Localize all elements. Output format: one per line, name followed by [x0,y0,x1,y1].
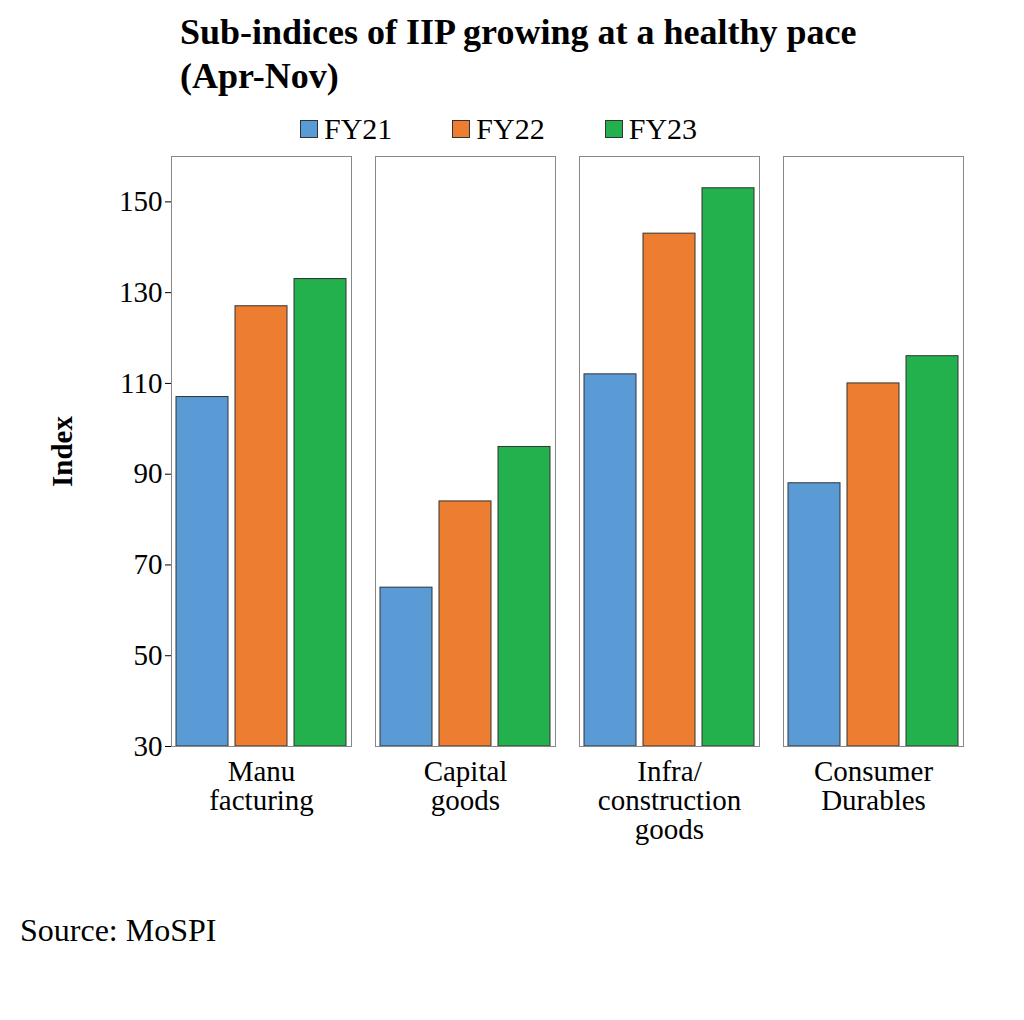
svg-text:70: 70 [134,548,163,580]
html-text:FY22: FY22 [476,112,545,145]
svg-text:Index: Index [46,416,78,487]
html-text:Sub-indices of IIP growing at: Sub-indices of IIP growing at a healthy … [180,12,857,96]
html-text:Source: MoSPI: Source: MoSPI [20,912,217,948]
svg-text:130: 130 [119,276,163,308]
html-text:FY21: FY21 [324,112,393,145]
svg-text:110: 110 [120,367,162,399]
svg-text:Infra/constructiongoods: Infra/constructiongoods [598,755,742,845]
svg-text:30: 30 [134,730,163,762]
html-text:FY23: FY23 [628,112,698,145]
svg-text:ConsumerDurables: ConsumerDurables [814,755,934,816]
svg-text:90: 90 [134,457,163,489]
svg-text:150: 150 [119,185,163,217]
svg-text:Capitalgoods: Capitalgoods [424,755,508,816]
svg-text:Manufacturing: Manufacturing [209,755,314,816]
svg-text:50: 50 [134,639,163,671]
